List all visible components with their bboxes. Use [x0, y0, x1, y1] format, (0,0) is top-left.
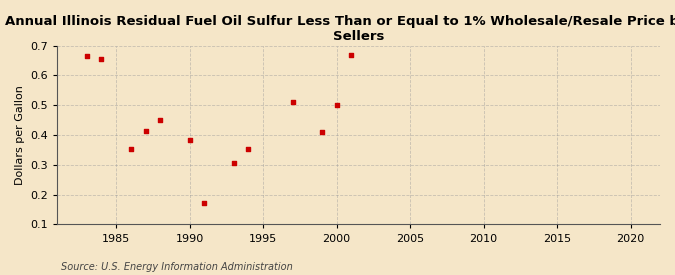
Point: [184, 138, 195, 142]
Point: [331, 103, 342, 108]
Title: Annual Illinois Residual Fuel Oil Sulfur Less Than or Equal to 1% Wholesale/Resa: Annual Illinois Residual Fuel Oil Sulfur…: [5, 15, 675, 43]
Point: [317, 130, 327, 134]
Point: [81, 54, 92, 58]
Point: [126, 147, 136, 152]
Point: [228, 161, 239, 165]
Point: [346, 52, 356, 57]
Text: Source: U.S. Energy Information Administration: Source: U.S. Energy Information Administ…: [61, 262, 292, 272]
Point: [243, 147, 254, 152]
Point: [140, 129, 151, 133]
Y-axis label: Dollars per Gallon: Dollars per Gallon: [15, 85, 25, 185]
Point: [287, 100, 298, 104]
Point: [155, 118, 165, 123]
Point: [96, 57, 107, 61]
Point: [199, 201, 210, 205]
